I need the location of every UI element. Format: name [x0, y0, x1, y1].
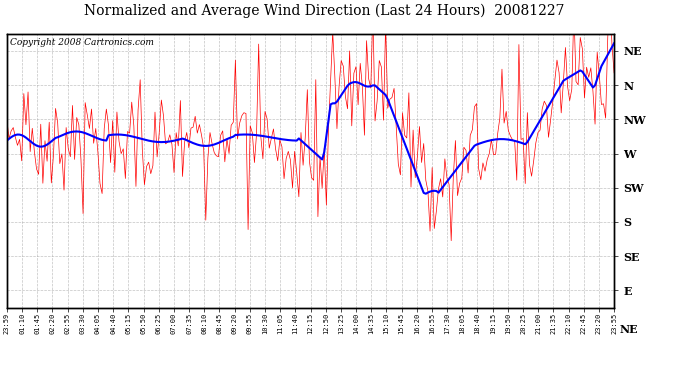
Text: Copyright 2008 Cartronics.com: Copyright 2008 Cartronics.com — [10, 38, 154, 47]
Text: Normalized and Average Wind Direction (Last 24 Hours)  20081227: Normalized and Average Wind Direction (L… — [84, 4, 564, 18]
Text: NE: NE — [620, 324, 638, 335]
